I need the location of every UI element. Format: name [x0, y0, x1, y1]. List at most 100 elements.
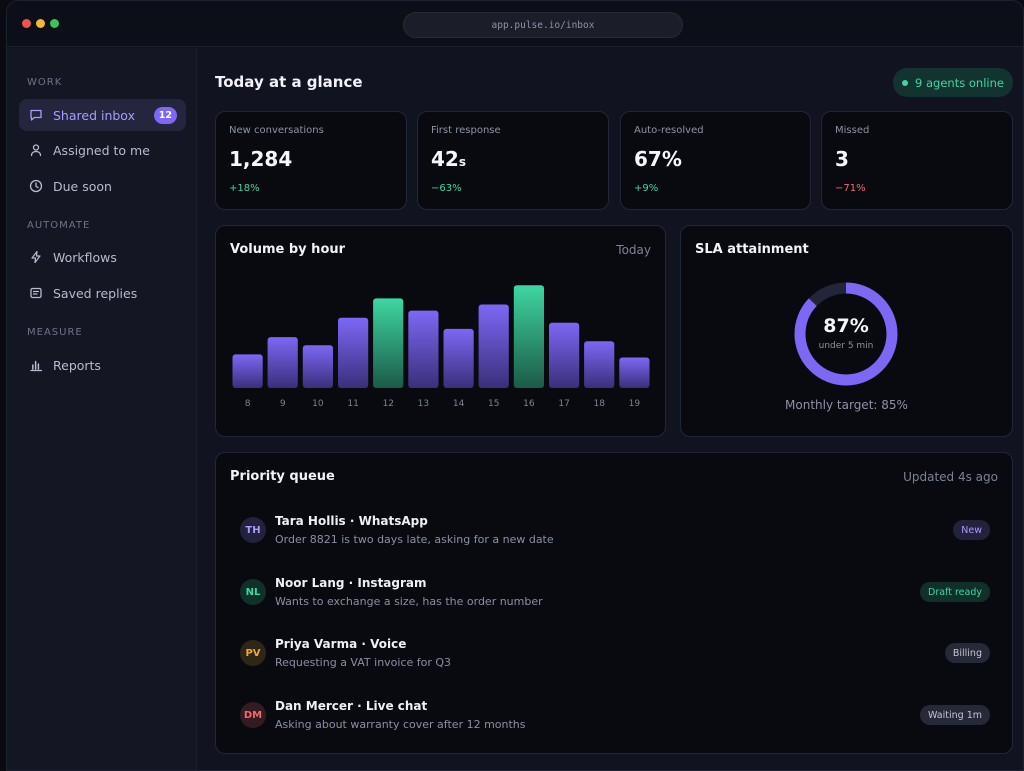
- section-label-automate: AUTOMATE: [27, 220, 91, 231]
- bar-hour-14[interactable]: [443, 328, 474, 388]
- chart-period-selector[interactable]: Today: [616, 243, 651, 257]
- lightning-icon: [29, 250, 43, 264]
- stat-card-auto-resolved[interactable]: Auto-resolved 67% +9%: [620, 111, 811, 210]
- status-badge: Draft ready: [920, 582, 990, 602]
- maximize-window-button[interactable]: [50, 19, 59, 28]
- chat-icon: [29, 108, 43, 122]
- stat-value: 1,284: [229, 147, 293, 171]
- conversation-name: Priya Varma · Voice: [275, 637, 407, 651]
- priority-queue-card: Priority queue Updated 4s ago TH Tara Ho…: [215, 452, 1013, 754]
- x-tick-label: 14: [453, 399, 465, 409]
- title-bar: app.pulse.io/inbox: [7, 1, 1023, 47]
- clock-icon: [29, 179, 43, 193]
- bar-hour-15[interactable]: [478, 304, 509, 389]
- close-window-button[interactable]: [22, 19, 31, 28]
- queue-row[interactable]: DM Dan Mercer · Live chat Asking about w…: [230, 696, 990, 740]
- conversation-preview: Wants to exchange a size, has the order …: [275, 595, 543, 608]
- stat-card-new-conversations[interactable]: New conversations 1,284 +18%: [215, 111, 407, 210]
- sidebar-item-label: Shared inbox: [53, 107, 135, 123]
- x-tick-label: 16: [523, 399, 535, 409]
- sidebar-item-label: Due soon: [53, 178, 112, 194]
- x-tick-label: 9: [280, 399, 286, 409]
- conversation-preview: Asking about warranty cover after 12 mon…: [275, 718, 526, 731]
- stat-delta: −63%: [431, 183, 462, 194]
- avatar: PV: [240, 640, 266, 666]
- sidebar-item-label: Saved replies: [53, 285, 138, 301]
- avatar: DM: [240, 702, 266, 728]
- stat-label: New conversations: [229, 125, 324, 136]
- volume-bar-chart: 8 9 10 11 12 13 14 15 16 17 18 19: [232, 285, 650, 409]
- sidebar-item-label: Assigned to me: [53, 142, 150, 158]
- agents-online-badge[interactable]: 9 agents online: [893, 68, 1013, 97]
- document-icon: [29, 286, 43, 300]
- x-tick-label: 11: [347, 399, 358, 409]
- avatar: NL: [240, 579, 266, 605]
- main-content: Today at a glance 9 agents online New co…: [198, 48, 1023, 770]
- sidebar-item-shared-inbox[interactable]: Shared inbox 12: [19, 99, 186, 131]
- online-dot-icon: [902, 79, 909, 86]
- stat-value: 3: [835, 147, 849, 171]
- bar-hour-19[interactable]: [619, 357, 650, 389]
- sla-donut-chart: 87% under 5 min: [791, 279, 901, 389]
- bar-hour-13[interactable]: [408, 310, 439, 388]
- conversation-name: Dan Mercer · Live chat: [275, 699, 428, 713]
- stat-value: 42s: [431, 147, 466, 171]
- status-badge: Waiting 1m: [920, 705, 990, 725]
- queue-title: Priority queue: [230, 469, 335, 484]
- minimize-window-button[interactable]: [36, 19, 45, 28]
- status-badge: Billing: [944, 643, 990, 663]
- sidebar-item-label: Reports: [53, 357, 101, 373]
- sla-subtitle: under 5 min: [818, 341, 874, 351]
- x-tick-label: 12: [383, 399, 394, 409]
- bar-hour-9[interactable]: [267, 337, 298, 388]
- sla-target: Monthly target: 85%: [785, 398, 908, 412]
- bar-hour-17[interactable]: [549, 322, 580, 388]
- bar-hour-18[interactable]: [584, 341, 615, 388]
- conversation-name: Noor Lang · Instagram: [275, 576, 427, 590]
- bar-hour-12[interactable]: [373, 298, 404, 388]
- sidebar: WORK Shared inbox 12 Assigned to me Due …: [7, 48, 197, 770]
- sla-attainment-card: SLA attainment 87% under 5 min Monthly t…: [680, 225, 1013, 437]
- bar-hour-10[interactable]: [302, 345, 333, 388]
- stat-label: Auto-resolved: [634, 125, 704, 136]
- stat-label: Missed: [835, 125, 870, 136]
- stat-delta: +18%: [229, 183, 260, 194]
- avatar: TH: [240, 517, 266, 543]
- bar-hour-8[interactable]: [232, 354, 263, 388]
- user-icon: [29, 143, 43, 157]
- x-tick-label: 8: [245, 399, 251, 409]
- x-tick-label: 19: [629, 399, 641, 409]
- url-bar[interactable]: app.pulse.io/inbox: [403, 12, 683, 38]
- queue-row[interactable]: NL Noor Lang · Instagram Wants to exchan…: [230, 573, 990, 617]
- x-tick-label: 17: [558, 399, 569, 409]
- unread-count-badge: 12: [153, 107, 177, 124]
- queue-row[interactable]: PV Priya Varma · Voice Requesting a VAT …: [230, 634, 990, 678]
- x-tick-label: 10: [312, 399, 324, 409]
- stat-card-first-response[interactable]: First response 42s −63%: [417, 111, 609, 210]
- stat-delta: −71%: [835, 183, 866, 194]
- bar-hour-16[interactable]: [513, 285, 544, 388]
- bar-hour-11[interactable]: [338, 317, 369, 388]
- queue-row[interactable]: TH Tara Hollis · WhatsApp Order 8821 is …: [230, 511, 990, 555]
- x-tick-label: 15: [488, 399, 499, 409]
- conversation-preview: Order 8821 is two days late, asking for …: [275, 533, 554, 546]
- sla-title: SLA attainment: [695, 242, 809, 257]
- sidebar-item-reports[interactable]: Reports: [19, 349, 186, 381]
- sidebar-item-saved-replies[interactable]: Saved replies: [19, 277, 186, 309]
- page-title: Today at a glance: [215, 73, 363, 91]
- queue-updated: Updated 4s ago: [903, 470, 998, 484]
- sidebar-item-due-soon[interactable]: Due soon: [19, 170, 186, 202]
- section-label-measure: MEASURE: [27, 327, 83, 338]
- sidebar-item-workflows[interactable]: Workflows: [19, 241, 186, 273]
- stat-label: First response: [431, 125, 501, 136]
- bar-chart-icon: [29, 358, 43, 372]
- agents-online-label: 9 agents online: [915, 75, 1004, 90]
- chart-title: Volume by hour: [230, 242, 346, 257]
- sidebar-item-label: Workflows: [53, 249, 117, 265]
- status-badge: New: [953, 520, 990, 540]
- x-tick-label: 13: [418, 399, 429, 409]
- sidebar-item-assigned-to-me[interactable]: Assigned to me: [19, 134, 186, 166]
- stat-card-missed[interactable]: Missed 3 −71%: [821, 111, 1013, 210]
- conversation-preview: Requesting a VAT invoice for Q3: [275, 656, 452, 669]
- conversation-name: Tara Hollis · WhatsApp: [275, 514, 428, 528]
